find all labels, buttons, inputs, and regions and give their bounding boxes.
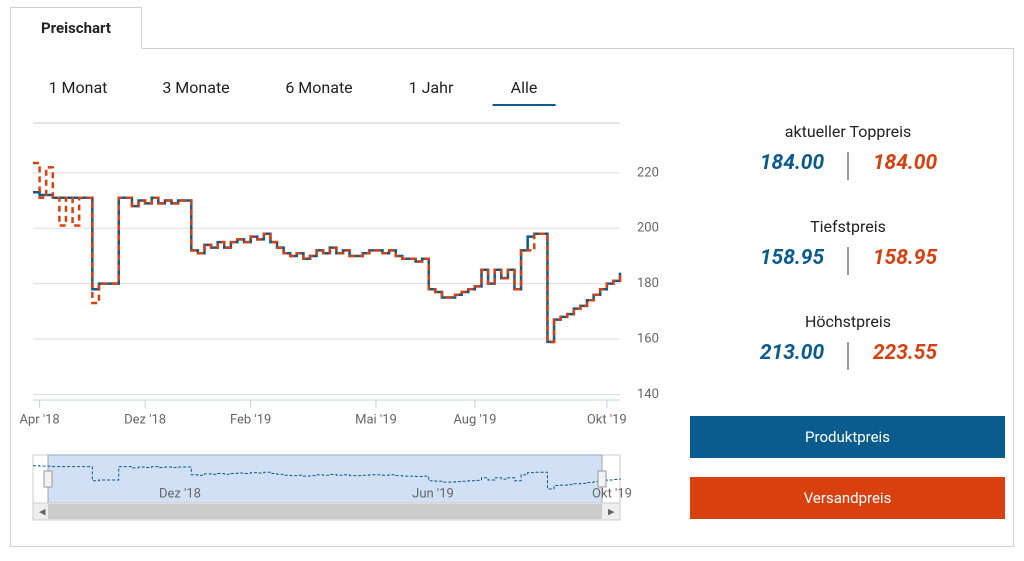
scrollbar-arrow: ◂: [39, 504, 46, 519]
x-tick-label: Dez '18: [124, 412, 166, 427]
summary-value: 223.55: [872, 341, 938, 365]
summary-label: Höchstpreis: [804, 312, 892, 331]
separator: [847, 152, 849, 180]
summary-value: 184.00: [759, 151, 825, 175]
range-button[interactable]: Alle: [492, 76, 556, 106]
separator: [847, 342, 849, 370]
summary-value: 213.00: [759, 341, 825, 365]
range-button[interactable]: 1 Monat: [48, 78, 108, 97]
scrollbar-arrow: ▸: [608, 504, 615, 519]
x-tick-label: Apr '18: [19, 412, 59, 427]
x-tick-label: Feb '19: [230, 412, 271, 427]
navigator-label: Jun '19: [412, 486, 454, 501]
summary-value: 158.95: [759, 246, 825, 270]
scrollbar-thumb[interactable]: [48, 504, 602, 519]
x-tick-label: Mai '19: [355, 412, 397, 427]
panel: [10, 48, 1014, 547]
range-button[interactable]: 1 Jahr: [408, 78, 454, 97]
navigator-line: [33, 465, 621, 490]
tab[interactable]: Preischart: [10, 7, 142, 49]
y-tick-label: 220: [637, 165, 659, 180]
navigator-mask: [47, 454, 603, 504]
price-line: [33, 161, 622, 344]
chart: 140 160 180 200 220 Apr '18 Dez '18 Feb '19 Mai …: [19, 122, 659, 521]
x-tick-label: Okt '19: [587, 412, 627, 427]
y-tick-label: 180: [637, 276, 659, 291]
summary-value: 184.00: [872, 151, 938, 175]
y-tick-label: 140: [637, 387, 659, 402]
x-tick-label: Aug '19: [453, 412, 496, 427]
summary-label: aktueller Toppreis: [784, 122, 912, 141]
separator: [847, 247, 849, 275]
navigator: [32, 454, 621, 504]
y-tick-label: 200: [637, 221, 659, 236]
series-button[interactable]: Versandpreis: [690, 477, 1005, 519]
navigator-handle[interactable]: [597, 470, 607, 488]
navigator-handle[interactable]: [43, 470, 53, 488]
navigator-label: Dez '18: [159, 486, 201, 501]
navigator-label: Okt '19: [592, 486, 632, 501]
y-tick-label: 160: [637, 331, 659, 346]
range-button[interactable]: 6 Monate: [285, 78, 353, 97]
price-line: [33, 191, 622, 344]
series-button[interactable]: Produktpreis: [690, 416, 1005, 458]
summary-value: 158.95: [872, 246, 938, 270]
range-button[interactable]: 3 Monate: [162, 78, 230, 97]
summary-label: Tiefstpreis: [810, 217, 886, 236]
